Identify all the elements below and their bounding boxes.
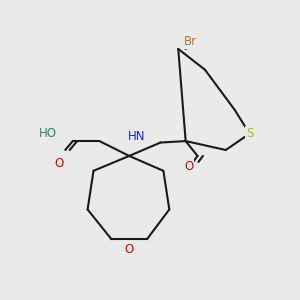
Text: HO: HO bbox=[38, 127, 56, 140]
Text: O: O bbox=[124, 243, 134, 256]
Text: O: O bbox=[184, 160, 193, 173]
Text: O: O bbox=[55, 157, 64, 170]
Text: HN: HN bbox=[128, 130, 146, 143]
Text: S: S bbox=[246, 127, 253, 140]
Text: Br: Br bbox=[184, 35, 197, 48]
